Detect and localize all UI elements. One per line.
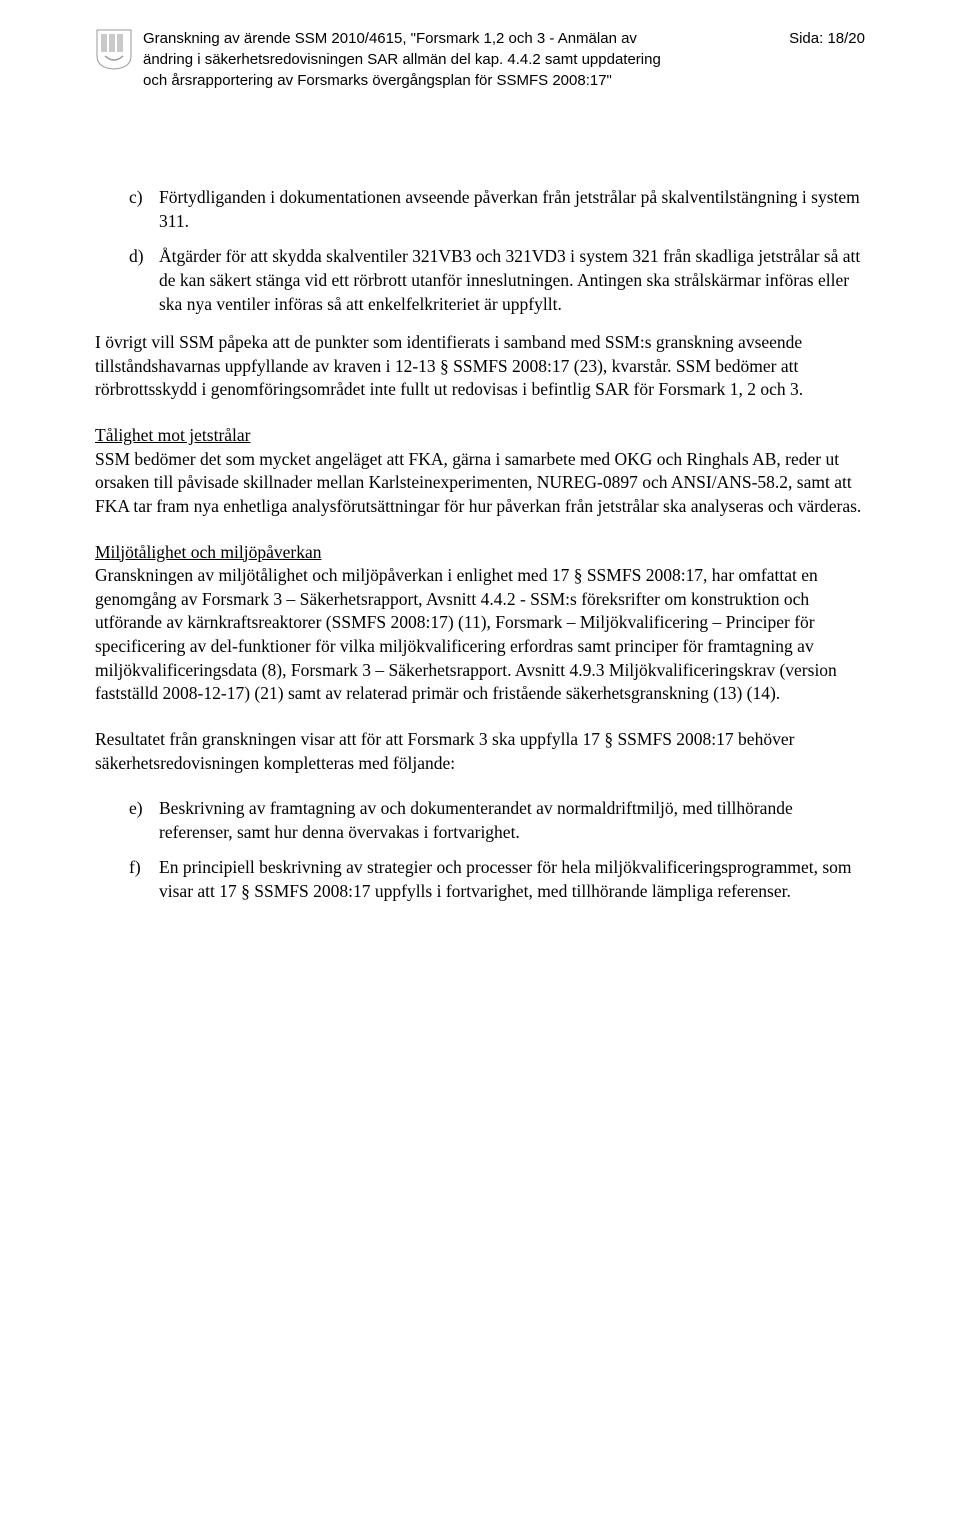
paragraph-1: I övrigt vill SSM påpeka att de punkter … <box>95 331 865 402</box>
page-header: Granskning av ärende SSM 2010/4615, "For… <box>95 28 865 91</box>
list-text: Förtydliganden i dokumentationen avseend… <box>159 186 865 233</box>
list-item-c: c) Förtydliganden i dokumentationen avse… <box>95 186 865 233</box>
list-text: Åtgärder för att skydda skalventiler 321… <box>159 245 865 316</box>
list-text: En principiell beskrivning av strategier… <box>159 856 865 903</box>
paragraph-4: Resultatet från granskningen visar att f… <box>95 728 865 775</box>
list-marker: d) <box>129 245 159 316</box>
list-marker: f) <box>129 856 159 903</box>
section-2: Miljötålighet och miljöpåverkan Granskni… <box>95 541 865 706</box>
section-1: Tålighet mot jetstrålar SSM bedömer det … <box>95 424 865 519</box>
list-item-d: d) Åtgärder för att skydda skalventiler … <box>95 245 865 316</box>
section-heading-1: Tålighet mot jetstrålar <box>95 425 251 445</box>
list-item-f: f) En principiell beskrivning av strateg… <box>95 856 865 903</box>
list-block-1: c) Förtydliganden i dokumentationen avse… <box>95 186 865 316</box>
header-title: Granskning av ärende SSM 2010/4615, "For… <box>143 28 683 91</box>
section-heading-2: Miljötålighet och miljöpåverkan <box>95 542 321 562</box>
list-marker: e) <box>129 797 159 844</box>
logo-icon <box>95 28 133 70</box>
paragraph-2: SSM bedömer det som mycket angeläget att… <box>95 449 861 516</box>
paragraph-3: Granskningen av miljötålighet och miljöp… <box>95 565 837 703</box>
list-item-e: e) Beskrivning av framtagning av och dok… <box>95 797 865 844</box>
list-block-2: e) Beskrivning av framtagning av och dok… <box>95 797 865 904</box>
header-text-wrap: Granskning av ärende SSM 2010/4615, "For… <box>143 28 865 91</box>
list-text: Beskrivning av framtagning av och dokume… <box>159 797 865 844</box>
page-number: Sida: 18/20 <box>789 28 865 49</box>
list-marker: c) <box>129 186 159 233</box>
